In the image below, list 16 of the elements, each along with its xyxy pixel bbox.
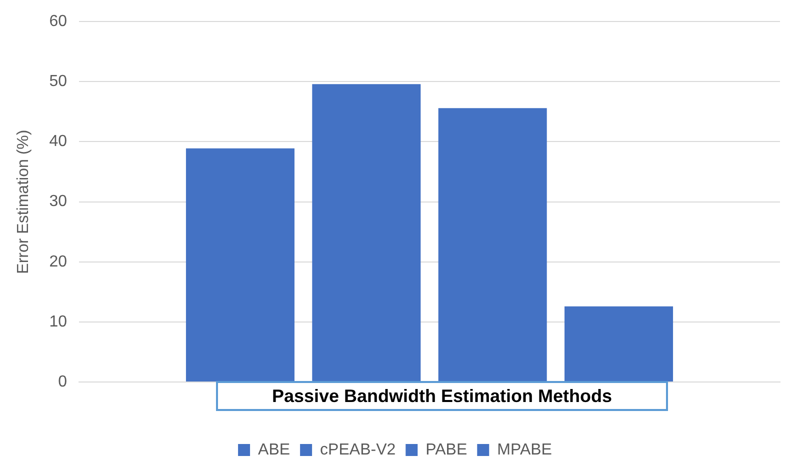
bar <box>312 84 421 382</box>
y-tick-label: 10 <box>49 313 68 330</box>
y-tick-label: 50 <box>49 73 68 90</box>
bar <box>564 306 674 382</box>
y-tick-label: 40 <box>49 133 68 150</box>
bar <box>186 148 294 382</box>
y-tick-label: 60 <box>49 13 68 30</box>
y-tick-label: 30 <box>49 193 68 210</box>
legend-label: ABE <box>258 441 290 458</box>
y-axis-title: Error Estimation (%) <box>15 130 32 274</box>
legend-label: cPEAB-V2 <box>320 441 396 458</box>
legend-label: PABE <box>426 441 468 458</box>
y-tick-label: 0 <box>58 373 68 390</box>
legend-label: MPABE <box>497 441 552 458</box>
y-tick-label: 20 <box>49 253 68 270</box>
bar <box>438 108 547 382</box>
